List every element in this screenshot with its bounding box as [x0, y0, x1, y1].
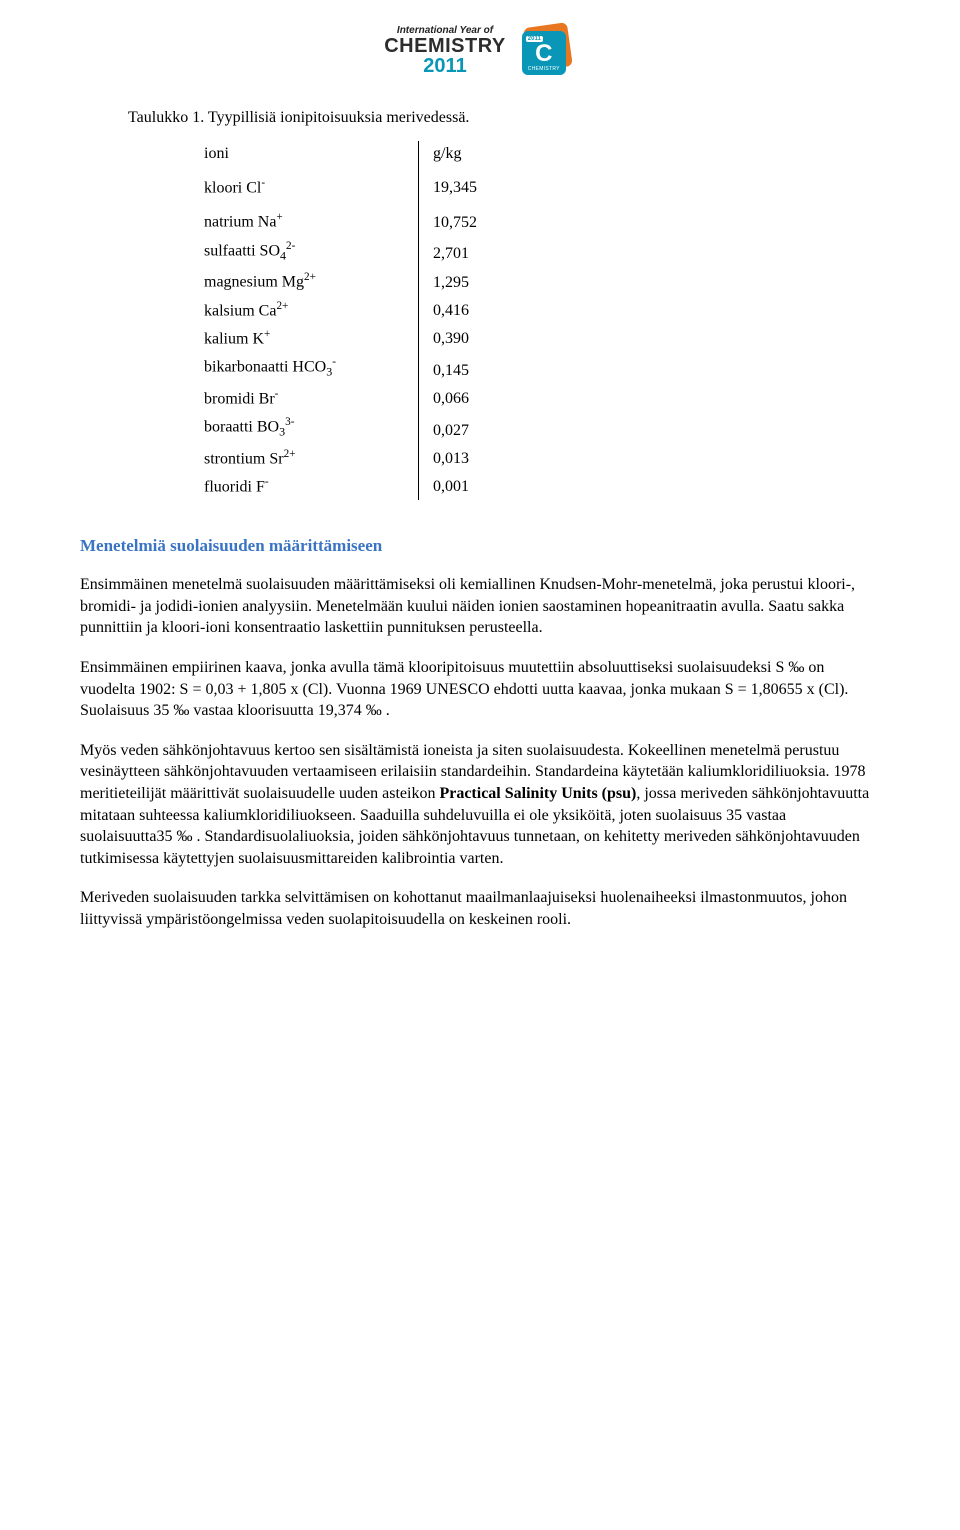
- ion-cell: bromidi Br-: [190, 384, 419, 412]
- logo-wrap: International Year of CHEMISTRY 2011 201…: [384, 25, 576, 79]
- iyc-year-text: 2011: [384, 56, 506, 76]
- ion-cell: sulfaatti SO42-: [190, 236, 419, 268]
- badge-letter: C: [535, 42, 552, 66]
- p3-bold: Practical Salinity Units (psu): [439, 785, 636, 802]
- value-cell: 2,701: [419, 236, 568, 268]
- table-row: kloori Cl-19,345: [190, 173, 567, 207]
- value-cell: 0,390: [419, 324, 568, 352]
- iyc-logo: International Year of CHEMISTRY 2011: [384, 25, 506, 76]
- table-row: bromidi Br-0,066: [190, 384, 567, 412]
- badge-sub: CHEMISTRY: [528, 66, 560, 72]
- ion-cell: boraatti BO33-: [190, 412, 419, 444]
- ion-cell: kalium K+: [190, 324, 419, 352]
- ion-cell: kalsium Ca2+: [190, 296, 419, 324]
- ion-cell: strontium Sr2+: [190, 444, 419, 472]
- value-cell: 0,001: [419, 472, 568, 500]
- paragraph-4: Meriveden suolaisuuden tarkka selvittämi…: [80, 887, 880, 930]
- value-cell: 19,345: [419, 173, 568, 207]
- ion-cell: kloori Cl-: [190, 173, 419, 207]
- ion-concentration-table: ioni g/kg kloori Cl-19,345natrium Na+10,…: [190, 141, 567, 500]
- section-heading: Menetelmiä suolaisuuden määrittämiseen: [80, 536, 880, 556]
- table-row: strontium Sr2+0,013: [190, 444, 567, 472]
- value-cell: 10,752: [419, 207, 568, 235]
- col-header-ion: ioni: [190, 141, 419, 173]
- ion-cell: bikarbonaatti HCO3-: [190, 352, 419, 384]
- value-cell: 1,295: [419, 267, 568, 295]
- table-row: fluoridi F-0,001: [190, 472, 567, 500]
- value-cell: 0,416: [419, 296, 568, 324]
- paragraph-1: Ensimmäinen menetelmä suolaisuuden määri…: [80, 574, 880, 639]
- ion-cell: fluoridi F-: [190, 472, 419, 500]
- value-cell: 0,066: [419, 384, 568, 412]
- table-row: kalium K+0,390: [190, 324, 567, 352]
- iyc-main-text: CHEMISTRY: [384, 36, 506, 56]
- table-caption: Taulukko 1. Tyypillisiä ionipitoisuuksia…: [128, 109, 880, 127]
- value-cell: 0,013: [419, 444, 568, 472]
- paragraph-3: Myös veden sähkönjohtavuus kertoo sen si…: [80, 740, 880, 870]
- table-row: kalsium Ca2+0,416: [190, 296, 567, 324]
- header-logo-area: International Year of CHEMISTRY 2011 201…: [80, 20, 880, 79]
- c-badge-icon: 2011 C CHEMISTRY: [522, 25, 576, 79]
- document-page: International Year of CHEMISTRY 2011 201…: [0, 0, 960, 988]
- ion-cell: magnesium Mg2+: [190, 267, 419, 295]
- table-header-row: ioni g/kg: [190, 141, 567, 173]
- table-row: boraatti BO33-0,027: [190, 412, 567, 444]
- value-cell: 0,027: [419, 412, 568, 444]
- ion-cell: natrium Na+: [190, 207, 419, 235]
- table-row: natrium Na+10,752: [190, 207, 567, 235]
- value-cell: 0,145: [419, 352, 568, 384]
- col-header-val: g/kg: [419, 141, 568, 173]
- table-row: magnesium Mg2+1,295: [190, 267, 567, 295]
- table-row: bikarbonaatti HCO3-0,145: [190, 352, 567, 384]
- paragraph-2: Ensimmäinen empiirinen kaava, jonka avul…: [80, 657, 880, 722]
- table-row: sulfaatti SO42-2,701: [190, 236, 567, 268]
